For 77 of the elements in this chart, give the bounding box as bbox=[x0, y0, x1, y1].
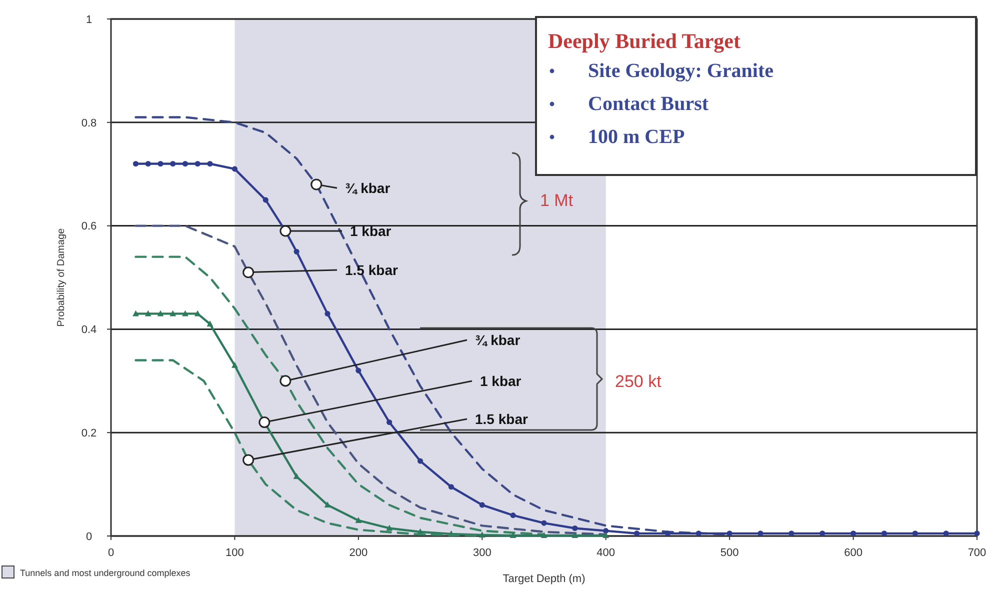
point bbox=[232, 362, 238, 368]
point bbox=[602, 532, 610, 538]
y-tick-label: 1 bbox=[86, 14, 92, 26]
point bbox=[758, 530, 764, 536]
point bbox=[943, 530, 949, 536]
point bbox=[355, 516, 362, 523]
point bbox=[603, 528, 609, 534]
point bbox=[356, 368, 362, 374]
point bbox=[157, 310, 164, 316]
point bbox=[158, 160, 164, 167]
point bbox=[881, 530, 888, 536]
point bbox=[386, 524, 393, 531]
y-tick-label: 0 bbox=[86, 530, 92, 543]
annotation: 1.5 kbar bbox=[475, 410, 528, 427]
point bbox=[132, 160, 139, 167]
point bbox=[324, 310, 330, 316]
x-axis-title: Target Depth (m) bbox=[502, 573, 586, 585]
point bbox=[850, 530, 856, 536]
x-tick-label: 300 bbox=[472, 547, 492, 559]
point bbox=[144, 310, 152, 316]
x-tick-label: 600 bbox=[844, 547, 862, 559]
point bbox=[479, 502, 485, 508]
x-tick-label: 0 bbox=[108, 547, 114, 559]
annotation: 1 kbar bbox=[480, 372, 522, 389]
point bbox=[634, 530, 640, 536]
point bbox=[696, 530, 702, 536]
x-tick-label: 400 bbox=[596, 547, 616, 559]
x-tick-label: 700 bbox=[968, 547, 986, 559]
annotation: 1 Mt bbox=[540, 190, 574, 210]
y-tick-label: 0.4 bbox=[81, 324, 97, 336]
y-tick-label: 0.2 bbox=[81, 427, 97, 440]
annotation: Contact Burst bbox=[588, 93, 709, 115]
point bbox=[324, 501, 331, 508]
point bbox=[726, 530, 732, 536]
point bbox=[232, 166, 238, 172]
x-tick-label: 100 bbox=[226, 547, 244, 559]
annotation: ¾ kbar bbox=[345, 180, 391, 196]
point bbox=[572, 532, 578, 538]
point bbox=[182, 160, 188, 167]
annotation: 250 kt bbox=[615, 372, 662, 391]
point bbox=[132, 310, 139, 316]
annotation: 1 kbar bbox=[350, 222, 392, 239]
point bbox=[262, 197, 268, 203]
point bbox=[540, 532, 548, 538]
point bbox=[386, 419, 392, 426]
point bbox=[194, 160, 200, 167]
point bbox=[974, 530, 980, 536]
annotation: 1.5 kbar bbox=[345, 262, 398, 278]
y-axis-title: Probability of Damage bbox=[56, 228, 67, 327]
annotation: 100 m CEP bbox=[588, 126, 685, 148]
point bbox=[182, 310, 188, 316]
point bbox=[207, 160, 213, 167]
point bbox=[145, 160, 151, 167]
point bbox=[206, 320, 214, 327]
annotation: Site Geology: Granite bbox=[588, 60, 774, 82]
x-tick-label: 200 bbox=[349, 547, 368, 559]
y-tick-label: 0.6 bbox=[81, 220, 97, 233]
point bbox=[294, 248, 300, 254]
point bbox=[293, 473, 300, 480]
point bbox=[510, 532, 516, 538]
point bbox=[194, 310, 201, 316]
point bbox=[541, 520, 547, 526]
point bbox=[820, 530, 826, 536]
point bbox=[788, 530, 794, 536]
x-tick-label: 500 bbox=[720, 547, 739, 559]
point bbox=[170, 160, 176, 167]
point bbox=[664, 530, 671, 536]
point bbox=[170, 310, 176, 316]
y-tick-label: 0.8 bbox=[81, 117, 97, 130]
point bbox=[572, 525, 578, 532]
point bbox=[510, 512, 516, 518]
text: Deeply Buried Target bbox=[548, 29, 741, 53]
legend-label: Tunnels and most underground complexes bbox=[20, 568, 191, 578]
point bbox=[417, 458, 424, 464]
point bbox=[912, 530, 918, 536]
annotation: ¾ kbar bbox=[475, 332, 521, 348]
point bbox=[448, 484, 454, 490]
